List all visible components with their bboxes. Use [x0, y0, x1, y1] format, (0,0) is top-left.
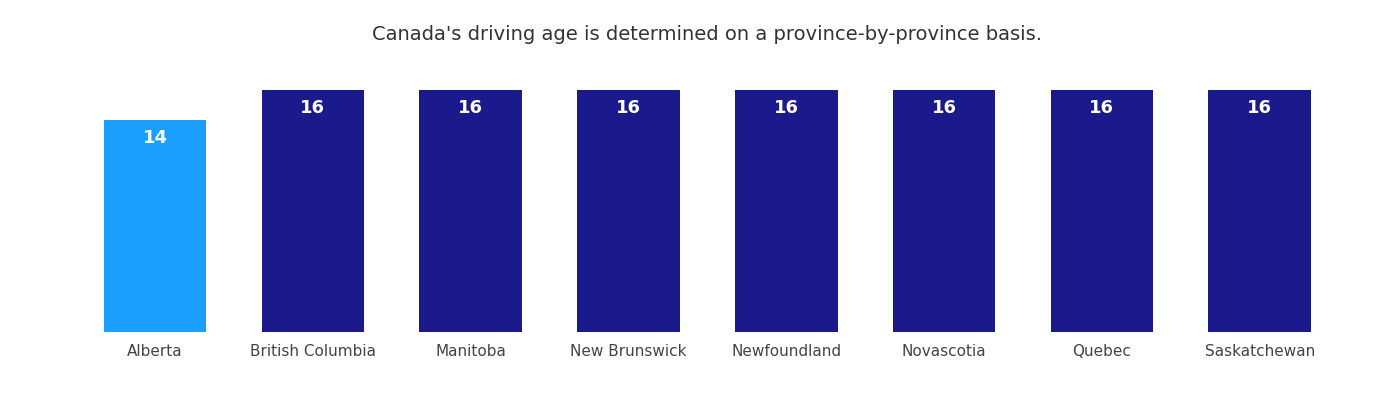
Text: 16: 16 [1089, 98, 1114, 116]
Bar [104, 121, 207, 332]
Text: 16: 16 [1247, 98, 1272, 116]
Title: Canada's driving age is determined on a province-by-province basis.: Canada's driving age is determined on a … [372, 25, 1043, 44]
Bar [735, 91, 838, 332]
Bar [577, 91, 680, 332]
Bar [419, 91, 522, 332]
Bar [1050, 91, 1153, 332]
Text: 16: 16 [616, 98, 641, 116]
Bar [262, 91, 365, 332]
Text: 16: 16 [458, 98, 483, 116]
Bar [893, 91, 996, 332]
Text: 16: 16 [774, 98, 799, 116]
Text: 16: 16 [301, 98, 326, 116]
Bar [1208, 91, 1311, 332]
Text: 16: 16 [932, 98, 957, 116]
Text: 14: 14 [143, 128, 168, 147]
